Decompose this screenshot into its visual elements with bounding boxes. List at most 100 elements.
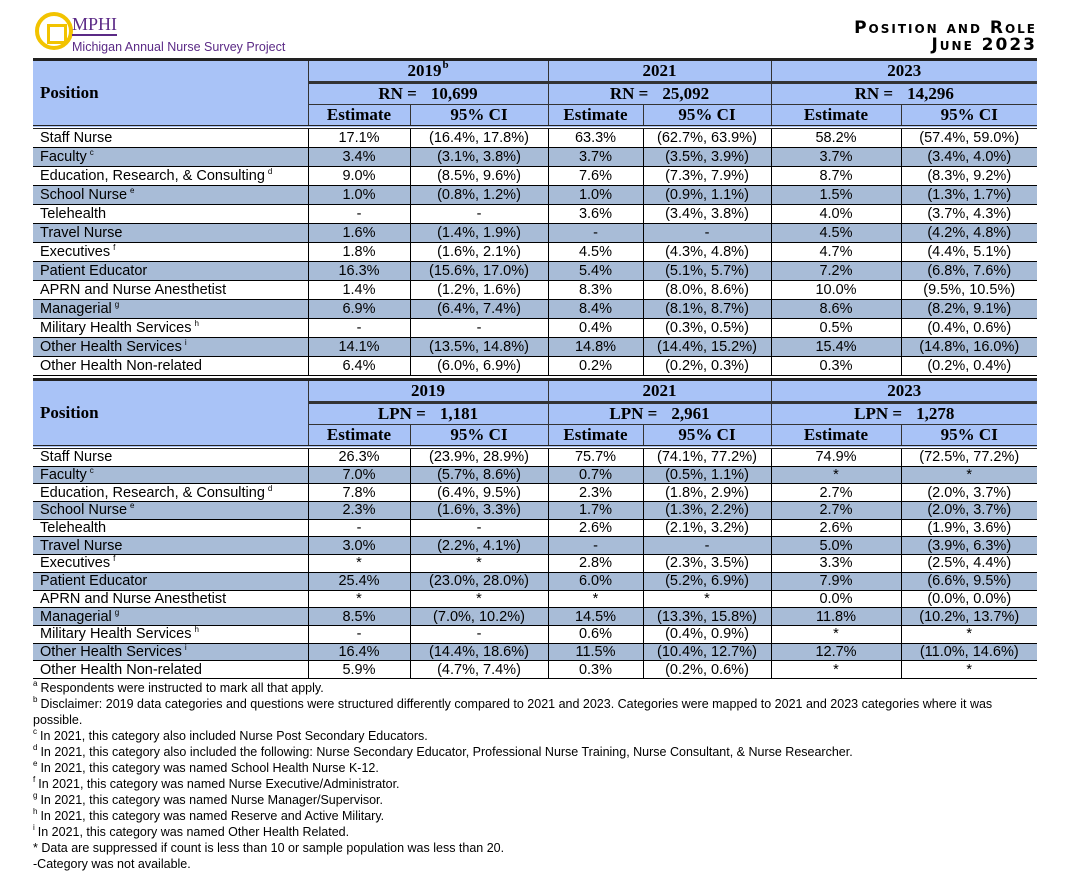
ci-cell: - — [642, 536, 771, 556]
ci-cell: (3.7%, 4.3%) — [900, 204, 1037, 224]
footnote: b Disclaimer: 2019 data categories and qu… — [33, 695, 993, 728]
table-row: Telehealth - -2.6% (2.1%, 3.2%) 2.6% (1.9%, 3… — [33, 519, 1037, 538]
table-row: Faculty c 7.0% (5.7%, 8.6%) 0.7% (0.5%, 1.1%)… — [33, 466, 1037, 485]
table-row: APRN and Nurse Anesthetist * * * * 0.0% (0.0%,… — [33, 590, 1037, 609]
table-row: Military Health Services h - -0.6% (0.4%, 0.… — [33, 625, 1037, 644]
table-row: Patient Educator 16.3% (15.6%, 17.0%) 5.4%(… — [33, 261, 1037, 281]
ci-cell: - — [409, 625, 548, 644]
position-label: Travel Nurse — [33, 536, 308, 556]
ci-cell: (3.5%, 3.9%) — [642, 147, 771, 167]
estimate-cell: 4.5% — [770, 223, 901, 243]
rn-table: Position 2019b 2021 2023 RN = 10,699 RN = 25,09… — [33, 58, 1037, 376]
estimate-cell: 0.3% — [547, 660, 643, 679]
ci-cell: (0.4%, 0.6%) — [900, 318, 1037, 338]
ci-cell: (7.3%, 7.9%) — [642, 166, 771, 186]
position-label: Other Health Non-related — [33, 356, 308, 376]
estimate-cell: 0.6% — [547, 625, 643, 644]
ci-cell: (5.2%, 6.9%) — [642, 572, 771, 591]
ci-cell: (0.2%, 0.4%) — [900, 356, 1037, 376]
estimate-cell: 7.6% — [547, 166, 643, 186]
ci-cell: (8.2%, 9.1%) — [900, 299, 1037, 319]
ci-cell: - — [409, 204, 548, 224]
ci-header: 95% CI — [900, 424, 1037, 449]
ci-cell: * — [409, 590, 548, 609]
estimate-cell: 17.1% — [307, 127, 410, 148]
estimate-cell: 14.5% — [547, 607, 643, 626]
estimate-cell: - — [547, 536, 643, 556]
ci-cell: (3.4%, 4.0%) — [900, 147, 1037, 167]
footnote: i In 2021, this category was named Other … — [33, 823, 350, 840]
position-label: Telehealth — [33, 204, 308, 224]
ci-cell: (3.4%, 3.8%) — [642, 204, 771, 224]
page-title: Position and Role June 2023 — [854, 20, 1037, 54]
estimate-cell: 2.7% — [770, 501, 901, 520]
sample-size: LPN = 1,278 — [770, 401, 1037, 425]
ci-cell: (6.6%, 9.5%) — [900, 572, 1037, 591]
position-label: Travel Nurse — [33, 223, 308, 243]
position-label: School Nurse e — [33, 501, 308, 520]
position-label: Faculty c — [33, 466, 308, 485]
estimate-cell: 5.9% — [307, 660, 410, 679]
table-row: Executives f 1.8% (1.6%, 2.1%) 4.5% (4.3%, 4.… — [33, 242, 1037, 262]
estimate-cell: - — [307, 318, 410, 338]
estimate-cell: - — [547, 223, 643, 243]
ci-cell: (8.0%, 8.6%) — [642, 280, 771, 300]
table-row: Education, Research, & Consulting d 9.0% (8… — [33, 166, 1037, 186]
estimate-cell: 2.8% — [547, 554, 643, 573]
estimate-cell: 1.8% — [307, 242, 410, 262]
estimate-cell: 75.7% — [547, 447, 643, 467]
table-row: Staff Nurse 26.3% (23.9%, 28.9%) 75.7% (74.1… — [33, 447, 1037, 467]
estimate-cell: 2.3% — [547, 483, 643, 503]
estimate-cell: 7.0% — [307, 466, 410, 485]
sample-size: RN = 25,092 — [547, 81, 771, 105]
estimate-cell: - — [307, 519, 410, 538]
ci-cell: (8.3%, 9.2%) — [900, 166, 1037, 186]
estimate-cell: 6.9% — [307, 299, 410, 319]
year-header: 2021 — [547, 58, 771, 83]
ci-cell: (1.8%, 2.9%) — [642, 483, 771, 503]
ci-cell: (0.2%, 0.3%) — [642, 356, 771, 376]
ci-cell: - — [409, 318, 548, 338]
estimate-cell: * — [770, 660, 901, 679]
table-row: Military Health Services h - -0.4% (0.3%, 0.… — [33, 318, 1037, 338]
position-label: Military Health Services h — [33, 318, 308, 338]
estimate-header: Estimate — [770, 424, 901, 449]
position-label: Other Health Services i — [33, 337, 308, 357]
table-row: Other Health Non-related 5.9% (4.7%, 7.4%)… — [33, 660, 1037, 679]
sample-size: LPN = 2,961 — [547, 401, 771, 425]
estimate-cell: 8.3% — [547, 280, 643, 300]
estimate-cell: 2.6% — [547, 519, 643, 538]
estimate-cell: 14.8% — [547, 337, 643, 357]
footnote: -Category was not available. — [33, 857, 191, 871]
estimate-cell: 6.4% — [307, 356, 410, 376]
title-line-2: June 2023 — [931, 35, 1037, 55]
ci-cell: * — [642, 590, 771, 609]
ci-header: 95% CI — [409, 424, 548, 449]
ci-cell: (1.9%, 3.6%) — [900, 519, 1037, 538]
footnote: f In 2021, this category was named Nurse … — [33, 775, 400, 792]
ci-cell: (2.0%, 3.7%) — [900, 501, 1037, 520]
lpn-table: Position 2019 2021 2023 LPN = 1,181 LPN = 2,961… — [33, 378, 1037, 679]
position-label: Staff Nurse — [33, 127, 308, 148]
ci-cell: (1.3%, 1.7%) — [900, 185, 1037, 205]
table-row: Executives f * * 2.8% (2.3%, 3.5%) 3.3% (2.5%, … — [33, 554, 1037, 573]
footnote: h In 2021, this category was named Reserv… — [33, 807, 385, 824]
ci-cell: (14.4%, 15.2%) — [642, 337, 771, 357]
estimate-cell: 8.4% — [547, 299, 643, 319]
ci-cell: (23.0%, 28.0%) — [409, 572, 548, 591]
ci-cell: (0.5%, 1.1%) — [642, 466, 771, 485]
estimate-cell: 0.7% — [547, 466, 643, 485]
ci-cell: (6.8%, 7.6%) — [900, 261, 1037, 281]
estimate-cell: 12.7% — [770, 643, 901, 662]
estimate-cell: 1.7% — [547, 501, 643, 520]
estimate-cell: 0.0% — [770, 590, 901, 609]
position-label: School Nurse e — [33, 185, 308, 205]
estimate-cell: 1.5% — [770, 185, 901, 205]
estimate-cell: 6.0% — [547, 572, 643, 591]
estimate-cell: 4.5% — [547, 242, 643, 262]
sample-size: LPN = 1,181 — [307, 401, 548, 425]
ci-cell: (7.0%, 10.2%) — [409, 607, 548, 626]
estimate-header: Estimate — [770, 104, 901, 129]
table-row: Travel Nurse 1.6% (1.4%, 1.9%) - -4.5% (4.2%,… — [33, 223, 1037, 243]
position-header: Position — [33, 378, 309, 449]
